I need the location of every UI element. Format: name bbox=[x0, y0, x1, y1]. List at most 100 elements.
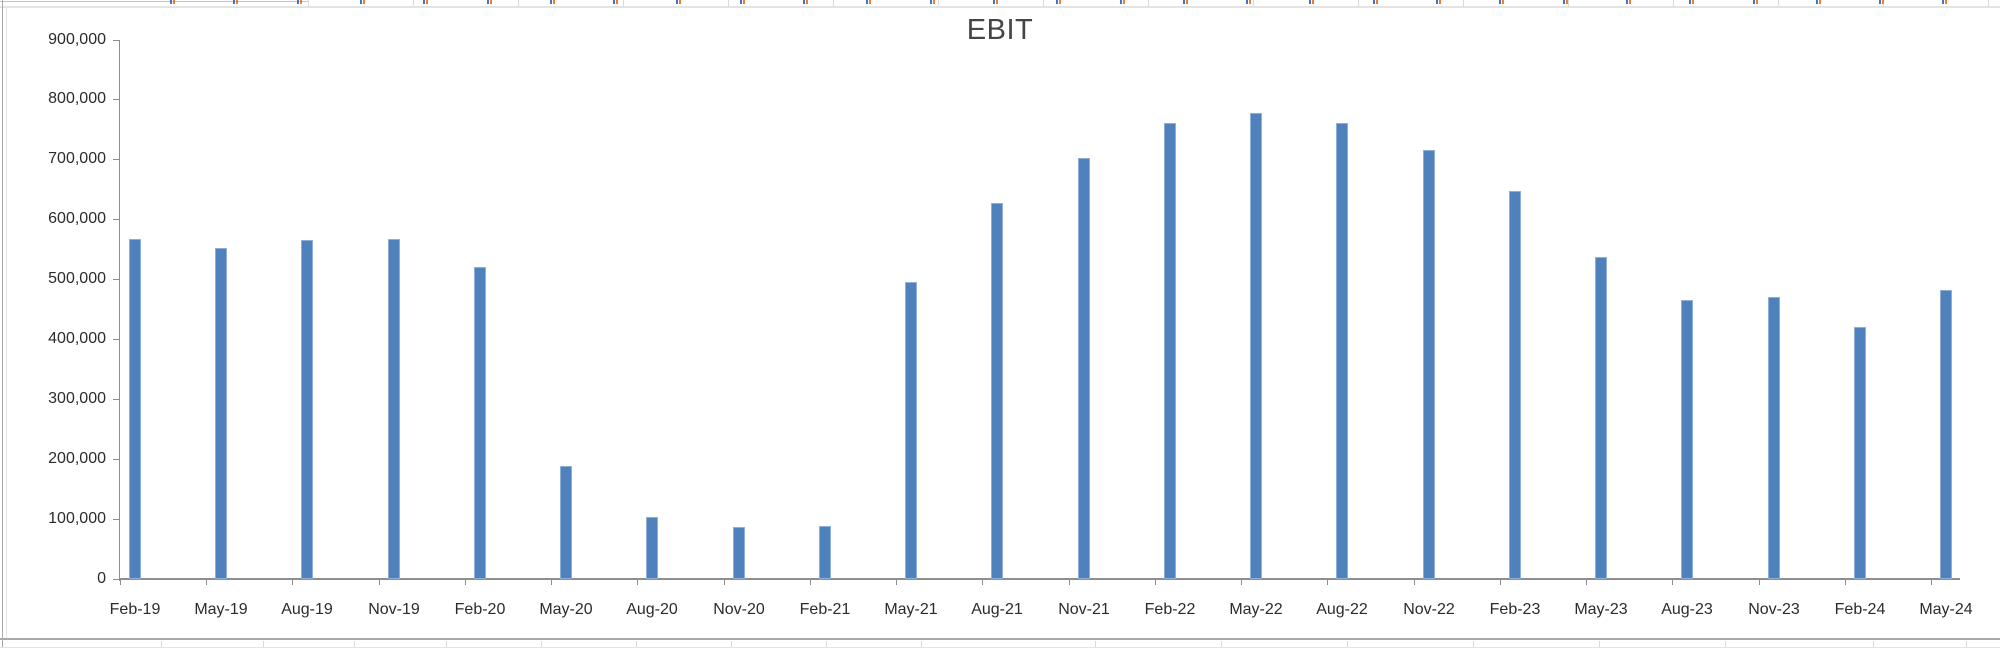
cut-off-cell-content-mark bbox=[363, 0, 365, 4]
x-axis-tick bbox=[1586, 580, 1587, 585]
chart-top-border bbox=[0, 6, 2000, 8]
cut-off-cell-content-mark bbox=[1502, 0, 1504, 4]
cell-gridline bbox=[1673, 0, 1674, 6]
chart-bar-Feb-21[interactable] bbox=[819, 526, 831, 579]
cut-off-cell-content-mark bbox=[1945, 0, 1947, 4]
cut-off-cell-content-mark bbox=[233, 0, 235, 4]
x-axis-tick-label: May-23 bbox=[1574, 601, 1628, 618]
chart-bar-Feb-22[interactable] bbox=[1164, 123, 1176, 579]
x-axis-tick-label: Nov-19 bbox=[368, 601, 420, 618]
cut-off-cell-content-mark bbox=[996, 0, 998, 4]
x-axis-tick-label: May-24 bbox=[1919, 601, 1973, 618]
cut-off-cell-content-mark bbox=[616, 0, 618, 4]
cut-off-cell-content-mark bbox=[1186, 0, 1188, 4]
y-axis-tick bbox=[113, 339, 120, 340]
y-axis-line bbox=[119, 40, 120, 581]
cut-off-cell-content-mark bbox=[803, 0, 805, 4]
y-axis-tick bbox=[113, 279, 120, 280]
chart-title[interactable]: EBIT bbox=[966, 14, 1034, 46]
cut-off-cell-content-mark bbox=[1819, 0, 1821, 4]
x-axis-tick bbox=[206, 580, 207, 585]
x-axis-tick bbox=[1069, 580, 1070, 585]
chart-bar-Nov-22[interactable] bbox=[1423, 150, 1435, 579]
x-axis-tick bbox=[1845, 580, 1846, 585]
chart-bar-Nov-19[interactable] bbox=[388, 239, 400, 579]
x-axis-tick bbox=[896, 580, 897, 585]
x-axis-tick bbox=[292, 580, 293, 585]
x-axis-tick bbox=[1931, 580, 1932, 585]
cell-gridline bbox=[938, 0, 939, 6]
cut-off-cell-content-mark bbox=[1056, 0, 1058, 4]
chart-bar-Nov-20[interactable] bbox=[733, 527, 745, 579]
y-axis-tick bbox=[113, 40, 120, 41]
y-axis-tick bbox=[113, 219, 120, 220]
cut-off-cell-content-mark bbox=[1629, 0, 1631, 4]
cut-off-cell-content-mark bbox=[613, 0, 615, 4]
cell-gridline bbox=[0, 1, 308, 2]
x-axis-tick bbox=[637, 580, 638, 585]
x-axis-tick-label: Aug-19 bbox=[281, 601, 333, 618]
cell-gridline bbox=[1043, 0, 1044, 6]
cut-off-cell-content-mark bbox=[300, 0, 302, 4]
chart-bar-Nov-21[interactable] bbox=[1078, 158, 1090, 579]
chart-bar-Feb-24[interactable] bbox=[1854, 327, 1866, 579]
cell-gridline bbox=[1095, 641, 1096, 648]
chart-bar-May-22[interactable] bbox=[1250, 113, 1262, 579]
x-axis-tick-label: Aug-22 bbox=[1316, 601, 1368, 618]
y-axis-tick-label: 0 bbox=[97, 570, 106, 587]
cell-gridline bbox=[921, 641, 922, 648]
cut-off-cell-content-mark bbox=[743, 0, 745, 4]
chart-bar-Feb-23[interactable] bbox=[1509, 191, 1521, 579]
cell-gridline bbox=[731, 641, 732, 648]
chart-bar-Aug-23[interactable] bbox=[1681, 300, 1693, 579]
cell-gridline bbox=[728, 0, 729, 6]
cut-off-cell-content-mark bbox=[1816, 0, 1818, 4]
x-axis-tick bbox=[1327, 580, 1328, 585]
cell-gridline bbox=[518, 0, 519, 6]
x-axis-tick bbox=[1414, 580, 1415, 585]
y-axis-tick-label: 400,000 bbox=[48, 330, 106, 347]
cell-gridline bbox=[1221, 641, 1222, 648]
cut-off-cell-content-mark bbox=[806, 0, 808, 4]
chart-bar-May-19[interactable] bbox=[215, 248, 227, 579]
cell-gridline bbox=[1725, 641, 1726, 648]
chart-bar-May-23[interactable] bbox=[1595, 257, 1607, 579]
cell-gridline bbox=[161, 641, 162, 648]
cut-off-cell-content-mark bbox=[1120, 0, 1122, 4]
chart-bar-Aug-21[interactable] bbox=[991, 203, 1003, 579]
cut-off-cell-content-mark bbox=[1436, 0, 1438, 4]
chart-bar-Feb-20[interactable] bbox=[474, 267, 486, 579]
chart-bar-May-21[interactable] bbox=[905, 282, 917, 579]
cut-off-cell-content-mark bbox=[1626, 0, 1628, 4]
chart-bar-Feb-19[interactable] bbox=[129, 239, 141, 579]
y-axis-tick-label: 800,000 bbox=[48, 90, 106, 107]
cut-off-cell-content-mark bbox=[1309, 0, 1311, 4]
column-gridline bbox=[2, 0, 3, 648]
cut-off-cell-content-mark bbox=[930, 0, 932, 4]
chart-bar-Aug-19[interactable] bbox=[301, 240, 313, 579]
y-axis-tick-label: 900,000 bbox=[48, 31, 106, 48]
chart-bar-Aug-20[interactable] bbox=[646, 517, 658, 579]
cut-off-cell-content-mark bbox=[993, 0, 995, 4]
chart-bar-May-20[interactable] bbox=[560, 466, 572, 579]
cut-off-cell-content-mark bbox=[1499, 0, 1501, 4]
cut-off-cell-content-mark bbox=[1942, 0, 1944, 4]
cut-off-cell-content-mark bbox=[550, 0, 552, 4]
cut-off-cell-content-mark bbox=[676, 0, 678, 4]
cut-off-cell-content-mark bbox=[866, 0, 868, 4]
cut-off-cell-content-mark bbox=[1563, 0, 1565, 4]
cut-off-cell-content-mark bbox=[679, 0, 681, 4]
chart-bar-Aug-22[interactable] bbox=[1336, 123, 1348, 579]
cut-off-cell-content-mark bbox=[740, 0, 742, 4]
chart-bar-Nov-23[interactable] bbox=[1768, 297, 1780, 579]
chart-left-border bbox=[6, 8, 7, 638]
chart-bar-May-24[interactable] bbox=[1940, 290, 1952, 579]
x-axis-tick-label: Aug-23 bbox=[1661, 601, 1713, 618]
cut-off-cell-content-mark bbox=[426, 0, 428, 4]
x-axis-tick-label: Nov-20 bbox=[713, 601, 765, 618]
cell-gridline bbox=[446, 641, 447, 648]
cut-off-cell-content-mark bbox=[1879, 0, 1881, 4]
x-axis-tick bbox=[465, 580, 466, 585]
x-axis-tick bbox=[1672, 580, 1673, 585]
